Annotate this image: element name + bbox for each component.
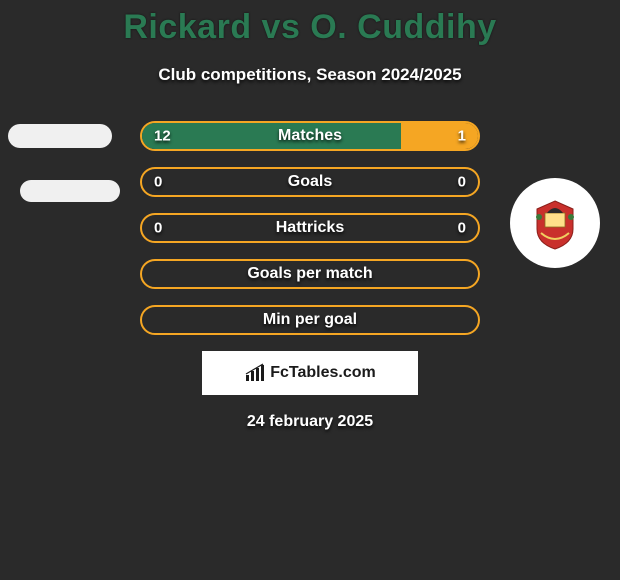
footer-date: 24 february 2025 — [0, 413, 620, 431]
stat-bar-min-per-goal: Min per goal — [140, 305, 480, 335]
bar-value-left: 12 — [154, 128, 171, 145]
bar-label: Matches — [278, 127, 342, 145]
bar-label: Goals per match — [247, 265, 372, 283]
bar-value-right: 0 — [458, 220, 466, 237]
page-title: Rickard vs O. Cuddihy — [0, 0, 620, 47]
bar-label: Hattricks — [276, 219, 344, 237]
bar-value-left: 0 — [154, 220, 162, 237]
bar-value-left: 0 — [154, 174, 162, 191]
stat-bar-hattricks: 0 0 Hattricks — [140, 213, 480, 243]
bar-value-right: 1 — [458, 128, 466, 145]
stat-bars: 12 1 Matches 0 0 Goals 0 0 Hattricks Goals per ma… — [140, 121, 480, 335]
bar-label: Goals — [288, 173, 332, 191]
stat-bar-goals-per-match: Goals per match — [140, 259, 480, 289]
bar-fill-left — [142, 123, 401, 149]
stat-bar-goals: 0 0 Goals — [140, 167, 480, 197]
footer-attribution: FcTables.com — [202, 351, 418, 395]
subtitle: Club competitions, Season 2024/2025 — [0, 65, 620, 85]
bar-value-right: 0 — [458, 174, 466, 191]
bar-label: Min per goal — [263, 311, 357, 329]
stat-bar-matches: 12 1 Matches — [140, 121, 480, 151]
bar-fill-right — [401, 123, 478, 149]
player-right-avatar — [510, 178, 600, 268]
footer-label: FcTables.com — [270, 364, 376, 382]
club-crest-icon — [525, 193, 585, 253]
player-left-avatar-1 — [8, 124, 112, 148]
bar-chart-icon — [244, 363, 266, 383]
player-left-avatar-2 — [20, 180, 120, 202]
